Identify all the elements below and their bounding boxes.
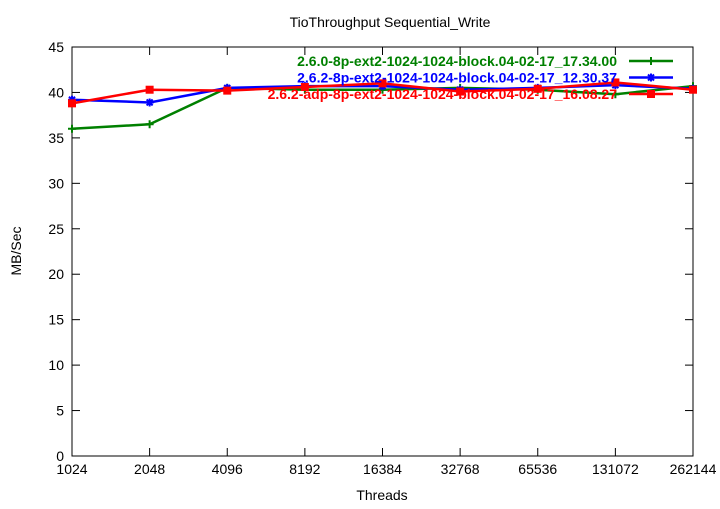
x-tick-label: 2048: [134, 461, 165, 477]
x-tick-label: 131072: [592, 461, 639, 477]
data-point: [456, 87, 465, 96]
data-point: [145, 98, 154, 107]
y-tick-label: 40: [48, 84, 64, 100]
data-point: [145, 85, 154, 94]
chart-title: TioThroughput Sequential_Write: [290, 14, 491, 30]
y-tick-label: 20: [48, 266, 64, 282]
y-tick-label: 35: [48, 130, 64, 146]
x-tick-label: 32768: [441, 461, 480, 477]
y-axis-label: MB/Sec: [8, 226, 24, 275]
x-tick-label: 65536: [518, 461, 557, 477]
data-point: [533, 84, 542, 93]
y-tick-label: 5: [56, 403, 64, 419]
y-tick-label: 0: [56, 448, 64, 464]
y-tick-label: 45: [48, 39, 64, 55]
data-point: [647, 73, 655, 82]
data-point: [145, 120, 154, 129]
legend-label: 2.6.2-adp-8p-ext2-1024-1024-block.04-02-…: [268, 86, 618, 102]
y-tick-label: 15: [48, 312, 64, 328]
x-tick-label: 4096: [212, 461, 243, 477]
x-axis-label: Threads: [356, 487, 407, 503]
data-point: [68, 124, 76, 133]
data-point: [689, 85, 697, 94]
data-point: [611, 90, 620, 99]
plot-frame: [71, 46, 694, 457]
x-tick-label: 262144: [670, 461, 717, 477]
series-2: [68, 78, 697, 108]
x-tick-label: 8192: [289, 461, 320, 477]
y-tick-label: 10: [48, 357, 64, 373]
x-tick-label: 1024: [56, 461, 87, 477]
y-tick-label: 25: [48, 221, 64, 237]
data-point: [647, 57, 655, 65]
data-point: [68, 99, 76, 108]
x-tick-label: 16384: [363, 461, 402, 477]
data-point: [378, 79, 387, 88]
y-tick-label: 30: [48, 175, 64, 191]
data-point: [647, 90, 655, 98]
data-point: [223, 86, 232, 95]
legend-label: 2.6.0-8p-ext2-1024-1024-block.04-02-17_1…: [297, 53, 617, 69]
data-point: [300, 82, 309, 91]
legend-label: 2.6.2-8p-ext2-1024-1024-block.04-02-17_1…: [297, 70, 617, 86]
data-point: [611, 78, 620, 87]
